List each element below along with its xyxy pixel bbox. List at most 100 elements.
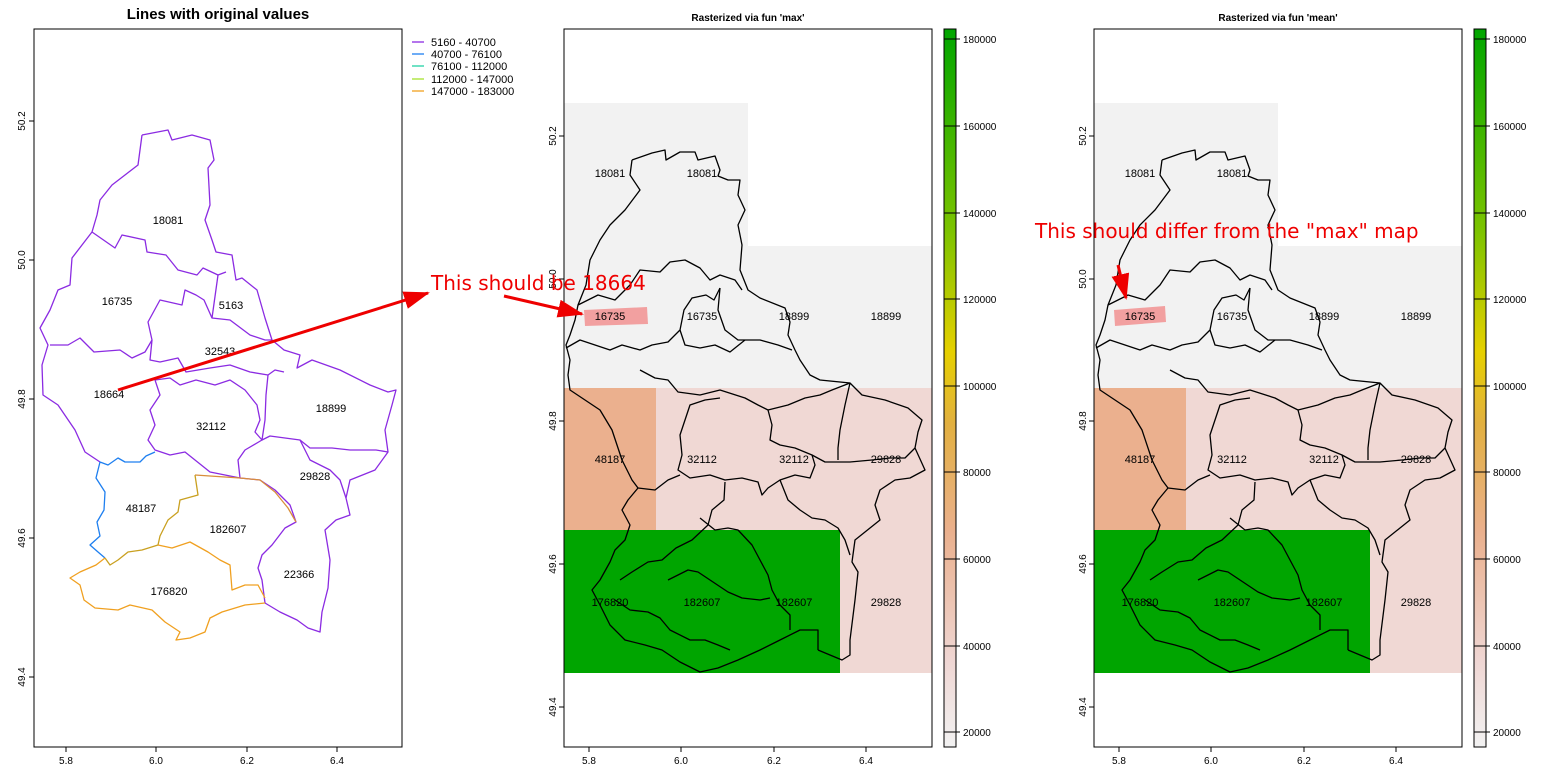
- middle-y-tick: 49.8: [548, 411, 559, 431]
- left-legend: 5160 - 40700 40700 - 76100 76100 - 11200…: [412, 37, 514, 98]
- right-label: 18899: [1401, 311, 1432, 323]
- middle-label: 182607: [776, 597, 813, 609]
- middle-x-axis: 5.8 6.0 6.2 6.4: [582, 747, 873, 767]
- left-map-panel: Lines with original values 5.8 6.0 6.2 6…: [17, 6, 514, 767]
- right-y-tick: 49.8: [1078, 411, 1089, 431]
- right-y-tick: 50.0: [1078, 269, 1089, 289]
- right-x-tick: 6.2: [1297, 756, 1311, 767]
- right-label: 32112: [1217, 454, 1247, 466]
- right-label: 29828: [1401, 454, 1432, 466]
- left-label: 18081: [153, 215, 184, 227]
- left-y-tick: 50.0: [17, 250, 28, 270]
- left-y-tick: 49.6: [17, 528, 28, 548]
- left-label: 182607: [210, 524, 247, 536]
- left-map-title: Lines with original values: [127, 6, 310, 23]
- colorbar-tick: 120000: [1493, 295, 1527, 306]
- legend-label: 40700 - 76100: [431, 49, 502, 61]
- right-y-tick: 50.2: [1078, 126, 1089, 146]
- middle-y-tick: 49.4: [548, 697, 559, 717]
- colorbar-tick: 140000: [963, 209, 997, 220]
- left-label: 16735: [102, 296, 133, 308]
- arrow-to-mean-cell: [1111, 264, 1130, 300]
- right-label: 18899: [1309, 311, 1340, 323]
- right-value-labels: 18081 18081 16735 16735 18899 18899 4818…: [1122, 168, 1432, 609]
- middle-label: 16735: [687, 311, 718, 323]
- middle-x-tick: 6.2: [767, 756, 781, 767]
- middle-map-frame: [563, 28, 933, 748]
- right-y-axis: 50.2 50.0 49.8 49.6 49.4: [1078, 126, 1094, 717]
- middle-label: 32112: [779, 454, 809, 466]
- left-y-tick: 49.4: [17, 667, 28, 687]
- raster-cell: [1094, 103, 1278, 246]
- right-label: 18081: [1217, 168, 1248, 180]
- right-label: 182607: [1214, 597, 1251, 609]
- left-value-labels: 18081 16735 5163 32543 18664 32112 18899…: [94, 215, 347, 598]
- colorbar-tick: 100000: [1493, 382, 1527, 393]
- middle-x-tick: 5.8: [582, 756, 596, 767]
- left-label: 18664: [94, 389, 125, 401]
- left-boundary-lines: [39, 129, 397, 641]
- left-y-axis: 50.2 50.0 49.8 49.6 49.4: [17, 111, 34, 687]
- legend-label: 147000 - 183000: [431, 86, 514, 98]
- middle-label: 18899: [779, 311, 810, 323]
- left-label: 18899: [316, 403, 347, 415]
- middle-map-panel: Rasterized via fun 'max' 18081 18081 167…: [548, 13, 997, 767]
- right-label: 32112: [1309, 454, 1339, 466]
- right-x-tick: 5.8: [1112, 756, 1126, 767]
- left-y-tick: 49.8: [17, 389, 28, 409]
- annotation-mean: This should differ from the "max" map: [1034, 219, 1419, 243]
- right-map-title: Rasterized via fun 'mean': [1218, 13, 1337, 24]
- middle-value-labels: 18081 18081 16735 16735 18899 18899 4818…: [592, 168, 902, 609]
- raster-cell: [1094, 530, 1370, 673]
- middle-label: 29828: [871, 454, 902, 466]
- right-x-axis: 5.8 6.0 6.2 6.4: [1112, 747, 1403, 767]
- colorbar-tick: 180000: [1493, 35, 1527, 46]
- colorbar-tick: 100000: [963, 382, 997, 393]
- middle-y-tick: 49.6: [548, 554, 559, 574]
- colorbar-tick: 160000: [963, 122, 997, 133]
- right-label: 18081: [1125, 168, 1156, 180]
- raster-cell: [1094, 388, 1186, 530]
- colorbar-tick: 80000: [1493, 468, 1521, 479]
- middle-x-tick: 6.4: [859, 756, 873, 767]
- colorbar-tick: 140000: [1493, 209, 1527, 220]
- right-map-frame: [1093, 28, 1463, 748]
- left-label: 176820: [151, 586, 188, 598]
- middle-label: 18899: [871, 311, 902, 323]
- right-colorbar: 180000 160000 140000 120000 100000 80000…: [1473, 28, 1527, 748]
- legend-label: 76100 - 112000: [431, 61, 507, 73]
- middle-colorbar: 180000 160000 140000 120000 100000 80000…: [943, 28, 997, 748]
- middle-raster-cells: [564, 103, 932, 673]
- annotations: This should be 18664 This should differ …: [117, 219, 1419, 392]
- left-x-tick: 5.8: [59, 756, 73, 767]
- raster-cell: [564, 530, 840, 673]
- middle-label: 16735: [595, 311, 626, 323]
- colorbar-tick: 60000: [963, 555, 991, 566]
- middle-label: 18081: [687, 168, 718, 180]
- highlighted-cell: [584, 307, 648, 326]
- legend-label: 112000 - 147000: [431, 74, 513, 86]
- colorbar-ramp: [943, 28, 957, 748]
- left-label: 5163: [219, 300, 243, 312]
- right-label: 176820: [1122, 597, 1159, 609]
- annotation-max: This should be 18664: [430, 271, 646, 295]
- arrow-18664-to-text: [117, 291, 430, 392]
- middle-y-tick: 50.0: [548, 269, 559, 289]
- middle-label: 182607: [684, 597, 721, 609]
- left-label: 29828: [300, 471, 331, 483]
- right-label: 16735: [1125, 311, 1156, 323]
- colorbar-tick: 180000: [963, 35, 997, 46]
- left-x-axis: 5.8 6.0 6.2 6.4: [59, 747, 344, 767]
- colorbar-tick: 40000: [1493, 642, 1521, 653]
- right-raster-cells: [1094, 103, 1462, 673]
- right-label: 16735: [1217, 311, 1248, 323]
- middle-label: 29828: [871, 597, 902, 609]
- left-label: 48187: [126, 503, 157, 515]
- left-label: 22366: [284, 569, 315, 581]
- right-map-panel: Rasterized via fun 'mean' 18081 18081 16…: [1078, 13, 1527, 767]
- right-x-tick: 6.0: [1204, 756, 1218, 767]
- colorbar-tick: 60000: [1493, 555, 1521, 566]
- colorbar-tick: 160000: [1493, 122, 1527, 133]
- colorbar-ramp: [1473, 28, 1487, 748]
